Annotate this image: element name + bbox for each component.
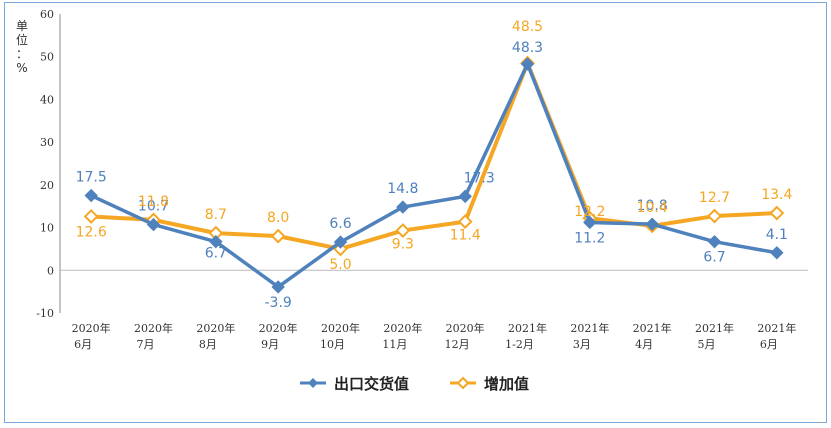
data-label: 10.4 (637, 200, 668, 216)
x-tick-label: 2021年 1-2月 (505, 321, 547, 351)
x-tick-label: 2021年 4月 (633, 321, 672, 351)
axes: -10 0 10 20 30 40 50 60 单位：% 2020年 6月 2020年 7月 2020年 8… (16, 8, 808, 351)
data-point-marker (583, 215, 597, 230)
data-label: 5.0 (329, 257, 351, 273)
data-label: 11.4 (450, 228, 481, 244)
data-label: 48.5 (512, 19, 543, 35)
data-label: 12.2 (574, 204, 605, 220)
data-label: 6.7 (703, 250, 725, 266)
data-point-marker (769, 205, 785, 221)
data-point-marker (209, 234, 223, 249)
data-label: 9.3 (392, 237, 414, 253)
data-label: -3.9 (265, 295, 292, 311)
x-tick-label: 2020年 10月 (320, 321, 360, 351)
y-tick-label: 20 (40, 179, 54, 192)
series-lines (83, 55, 785, 294)
data-point-marker (770, 246, 784, 260)
chart-frame (4, 2, 827, 423)
series-line-value-added (91, 61, 777, 251)
data-label: 14.8 (387, 181, 418, 197)
legend-marker (308, 378, 318, 388)
data-label: 48.3 (512, 40, 543, 56)
data-label: 8.0 (267, 210, 289, 226)
legend-label: 出口交货值 (334, 375, 409, 393)
data-point-marker (520, 57, 535, 71)
x-tick-label: 2020年 7月 (134, 321, 173, 351)
data-label: 13.4 (761, 187, 792, 203)
y-tick-label: 40 (40, 93, 54, 106)
legend-marker (456, 376, 470, 390)
data-label: 10.7 (138, 199, 169, 215)
data-label: 12.6 (76, 224, 107, 240)
data-point-marker (395, 223, 411, 238)
data-point-marker (84, 188, 98, 203)
x-tick-label: 2021年 6月 (757, 321, 796, 351)
data-label: 11.8 (138, 194, 169, 210)
data-point-marker (457, 214, 473, 230)
y-tick-label: 10 (40, 222, 54, 235)
data-label: 12.7 (699, 190, 730, 206)
data-label: 10.8 (637, 198, 668, 214)
x-tick-label: 2020年 12月 (445, 321, 485, 351)
x-tick-label: 2021年 5月 (695, 321, 734, 351)
data-point-marker (271, 280, 285, 294)
x-tick-label: 2020年 11月 (382, 321, 422, 351)
y-tick-label: 30 (40, 136, 54, 149)
data-point-marker (146, 217, 161, 232)
x-tick-label: 2020年 6月 (72, 321, 111, 351)
y-tick-label: 50 (40, 51, 54, 64)
data-point-marker (645, 217, 659, 231)
x-tick-label: 2021年 3月 (570, 321, 609, 351)
data-point-marker (707, 234, 722, 249)
data-point-marker (333, 235, 348, 249)
data-label: 8.7 (205, 207, 227, 223)
legend-label: 增加值 (484, 375, 529, 393)
y-tick-label: 0 (47, 264, 54, 277)
x-tick-label: 2020年 8月 (196, 321, 235, 351)
data-label: 11.2 (574, 230, 605, 246)
data-label: 6.7 (205, 246, 227, 262)
data-label: 4.1 (766, 227, 788, 243)
series-line-export (90, 62, 778, 289)
data-point-marker (458, 189, 472, 204)
data-label: 17.3 (464, 170, 495, 186)
data-point-marker (396, 200, 410, 214)
data-label: 17.5 (76, 170, 107, 186)
y-tick-label: -10 (36, 307, 54, 320)
y-tick-label: 60 (40, 8, 54, 21)
data-labels: 17.5 10.7 6.7 -3.9 6.6 14.8 17.3 48.3 11.2 10.8 6.… (76, 19, 793, 311)
data-point-marker (707, 208, 722, 224)
data-point-marker (83, 209, 99, 224)
legend: 出口交货值 增加值 (300, 375, 529, 393)
x-tick-label: 2020年 9月 (259, 321, 298, 351)
data-point-marker (270, 228, 286, 244)
data-label: 6.6 (329, 216, 351, 232)
unit-label: 单位：% (16, 19, 28, 75)
